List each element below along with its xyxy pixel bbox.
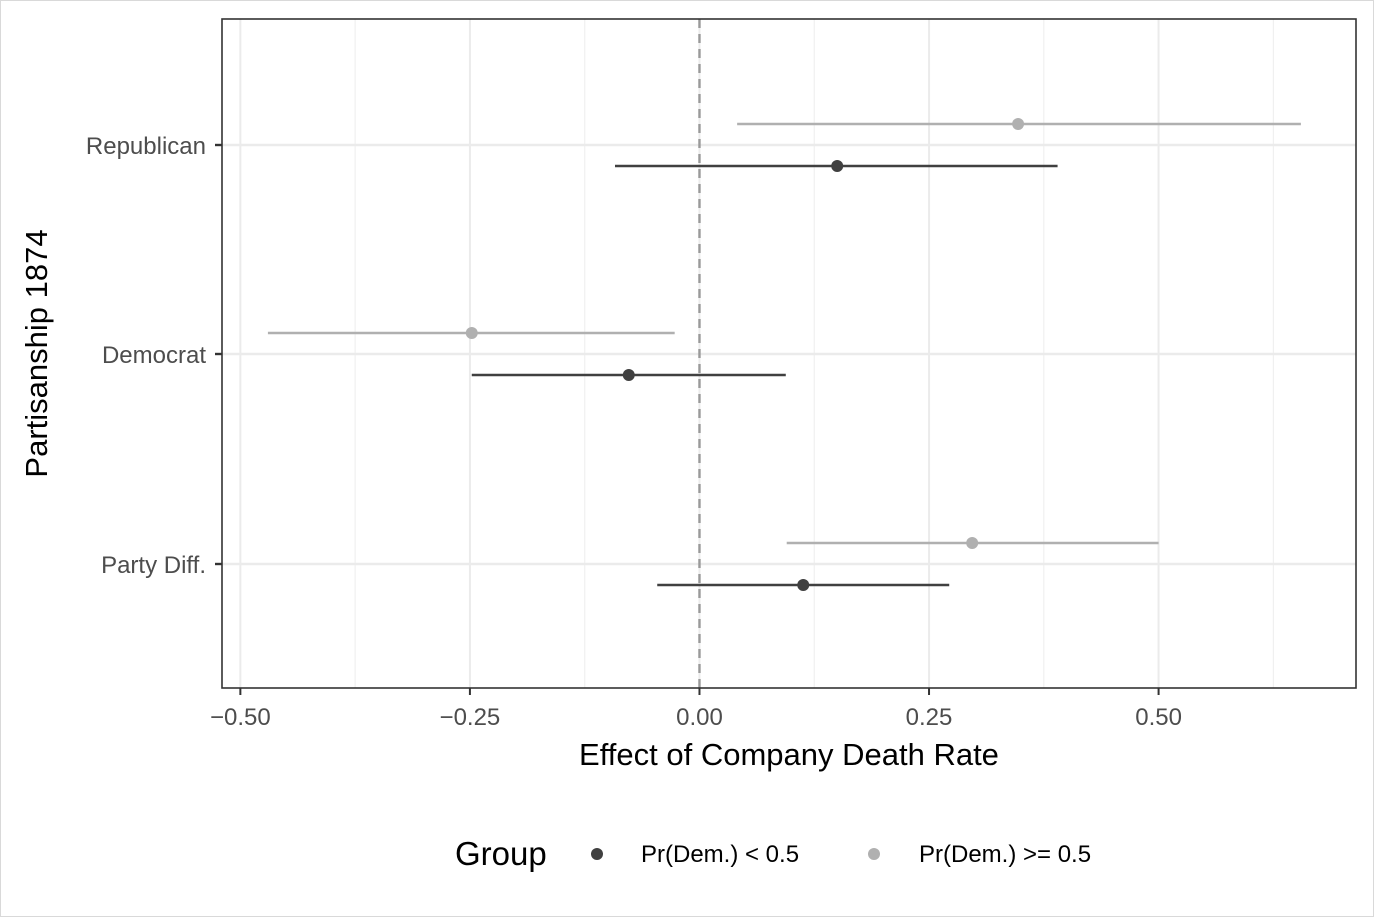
legend-title: Group (455, 835, 547, 872)
point-estimate (797, 579, 810, 591)
point-estimate (831, 160, 844, 172)
legend-key (591, 848, 603, 860)
y-tick-label: Republican (86, 133, 206, 160)
x-tick-label: −0.50 (210, 704, 271, 731)
x-tick-label: −0.25 (440, 704, 501, 731)
y-tick-label: Party Diff. (101, 552, 206, 579)
legend-label: Pr(Dem.) < 0.5 (641, 841, 799, 868)
point-estimate (1012, 118, 1025, 130)
axes: −0.50 −0.25 0.00 0.25 0.50 Republican Democrat… (19, 18, 1357, 772)
y-axis-title: Partisanship 1874 (19, 229, 54, 477)
legend: Group Pr(Dem.) < 0.5 Pr(Dem.) >= 0.5 (455, 835, 1091, 872)
x-tick-label: 0.50 (1135, 704, 1182, 731)
x-axis-title: Effect of Company Death Rate (579, 737, 999, 772)
data-layer (267, 118, 1301, 591)
legend-label: Pr(Dem.) >= 0.5 (919, 841, 1091, 868)
x-tick-label: 0.25 (906, 704, 953, 731)
point-estimate (622, 369, 635, 381)
legend-key (868, 848, 880, 860)
x-tick-label: 0.00 (676, 704, 723, 731)
point-estimate (465, 327, 478, 339)
y-tick-label: Democrat (102, 342, 206, 369)
point-estimate (966, 537, 979, 549)
